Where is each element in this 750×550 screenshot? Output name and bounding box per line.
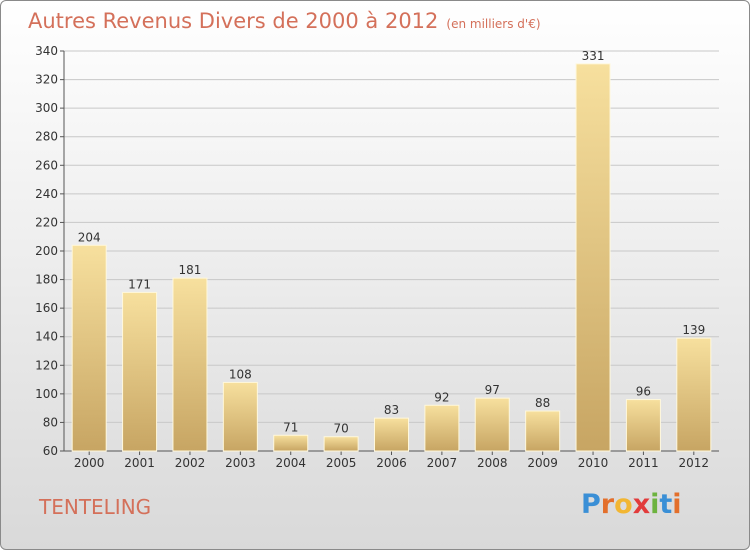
bars <box>71 63 712 452</box>
y-tick-label: 340 <box>35 44 58 58</box>
bar-2008 <box>474 397 510 452</box>
y-tick-label: 260 <box>35 158 58 172</box>
proxiti-logo[interactable]: Proxiti <box>581 489 682 520</box>
y-tick-label: 200 <box>35 244 58 258</box>
x-tick-label: 2007 <box>427 456 458 470</box>
y-tick-label: 240 <box>35 187 58 201</box>
y-tick-label: 280 <box>35 130 58 144</box>
town-name: TENTELING <box>39 495 152 519</box>
bar-2010 <box>575 63 611 452</box>
value-label-2012: 139 <box>682 323 705 337</box>
value-label-2006: 83 <box>384 403 399 417</box>
y-tick-label: 300 <box>35 101 58 115</box>
x-tick-label: 2011 <box>628 456 659 470</box>
bar-2011 <box>625 399 661 452</box>
bar-2009 <box>525 410 561 452</box>
bar-2005 <box>323 436 359 452</box>
bar-2012 <box>676 337 712 452</box>
y-tick-label: 100 <box>35 387 58 401</box>
x-tick-label: 2002 <box>175 456 206 470</box>
y-tick-label: 320 <box>35 73 58 87</box>
bar-2006 <box>374 417 409 452</box>
chart-unit: (en milliers d'€) <box>446 17 541 31</box>
x-tick-label: 2005 <box>326 456 357 470</box>
x-tick-label: 2003 <box>225 456 256 470</box>
y-tick-label: 220 <box>35 215 58 229</box>
y-tick-label: 80 <box>43 415 58 429</box>
value-label-2005: 70 <box>333 422 348 436</box>
bar-2002 <box>172 277 208 452</box>
y-tick-label: 160 <box>35 301 58 315</box>
value-label-2000: 204 <box>78 230 101 244</box>
x-tick-label: 2010 <box>578 456 609 470</box>
y-tick-label: 140 <box>35 330 58 344</box>
value-label-2011: 96 <box>636 385 651 399</box>
y-tick-label: 120 <box>35 358 58 372</box>
value-label-2008: 97 <box>485 383 500 397</box>
y-tick-label: 180 <box>35 273 58 287</box>
bar-2007 <box>424 404 460 452</box>
x-tick-label: 2000 <box>74 456 105 470</box>
bar-2003 <box>222 381 258 452</box>
x-tick-label: 2004 <box>275 456 306 470</box>
value-label-2001: 171 <box>128 277 151 291</box>
value-label-2009: 88 <box>535 396 550 410</box>
bar-2004 <box>273 434 309 452</box>
value-label-2004: 71 <box>283 420 298 434</box>
grid-lines <box>64 50 719 452</box>
x-tick-label: 2012 <box>679 456 710 470</box>
value-label-2007: 92 <box>434 390 449 404</box>
value-label-2003: 108 <box>229 367 252 381</box>
value-label-2002: 181 <box>179 263 202 277</box>
chart-title-text: Autres Revenus Divers de 2000 à 2012 <box>28 9 439 33</box>
x-tick-label: 2009 <box>527 456 558 470</box>
value-label-2010: 331 <box>582 49 605 63</box>
bar-2000 <box>71 244 107 452</box>
x-tick-label: 2006 <box>376 456 407 470</box>
x-tick-label: 2001 <box>124 456 155 470</box>
value-labels: 204 171 181 108 71 70 83 92 97 88 331 96 139 <box>78 49 706 436</box>
y-tick-label: 60 <box>43 444 58 458</box>
bar-2001 <box>122 291 158 452</box>
x-tick-label: 2008 <box>477 456 508 470</box>
chart-title: Autres Revenus Divers de 2000 à 2012 (en … <box>28 9 541 33</box>
